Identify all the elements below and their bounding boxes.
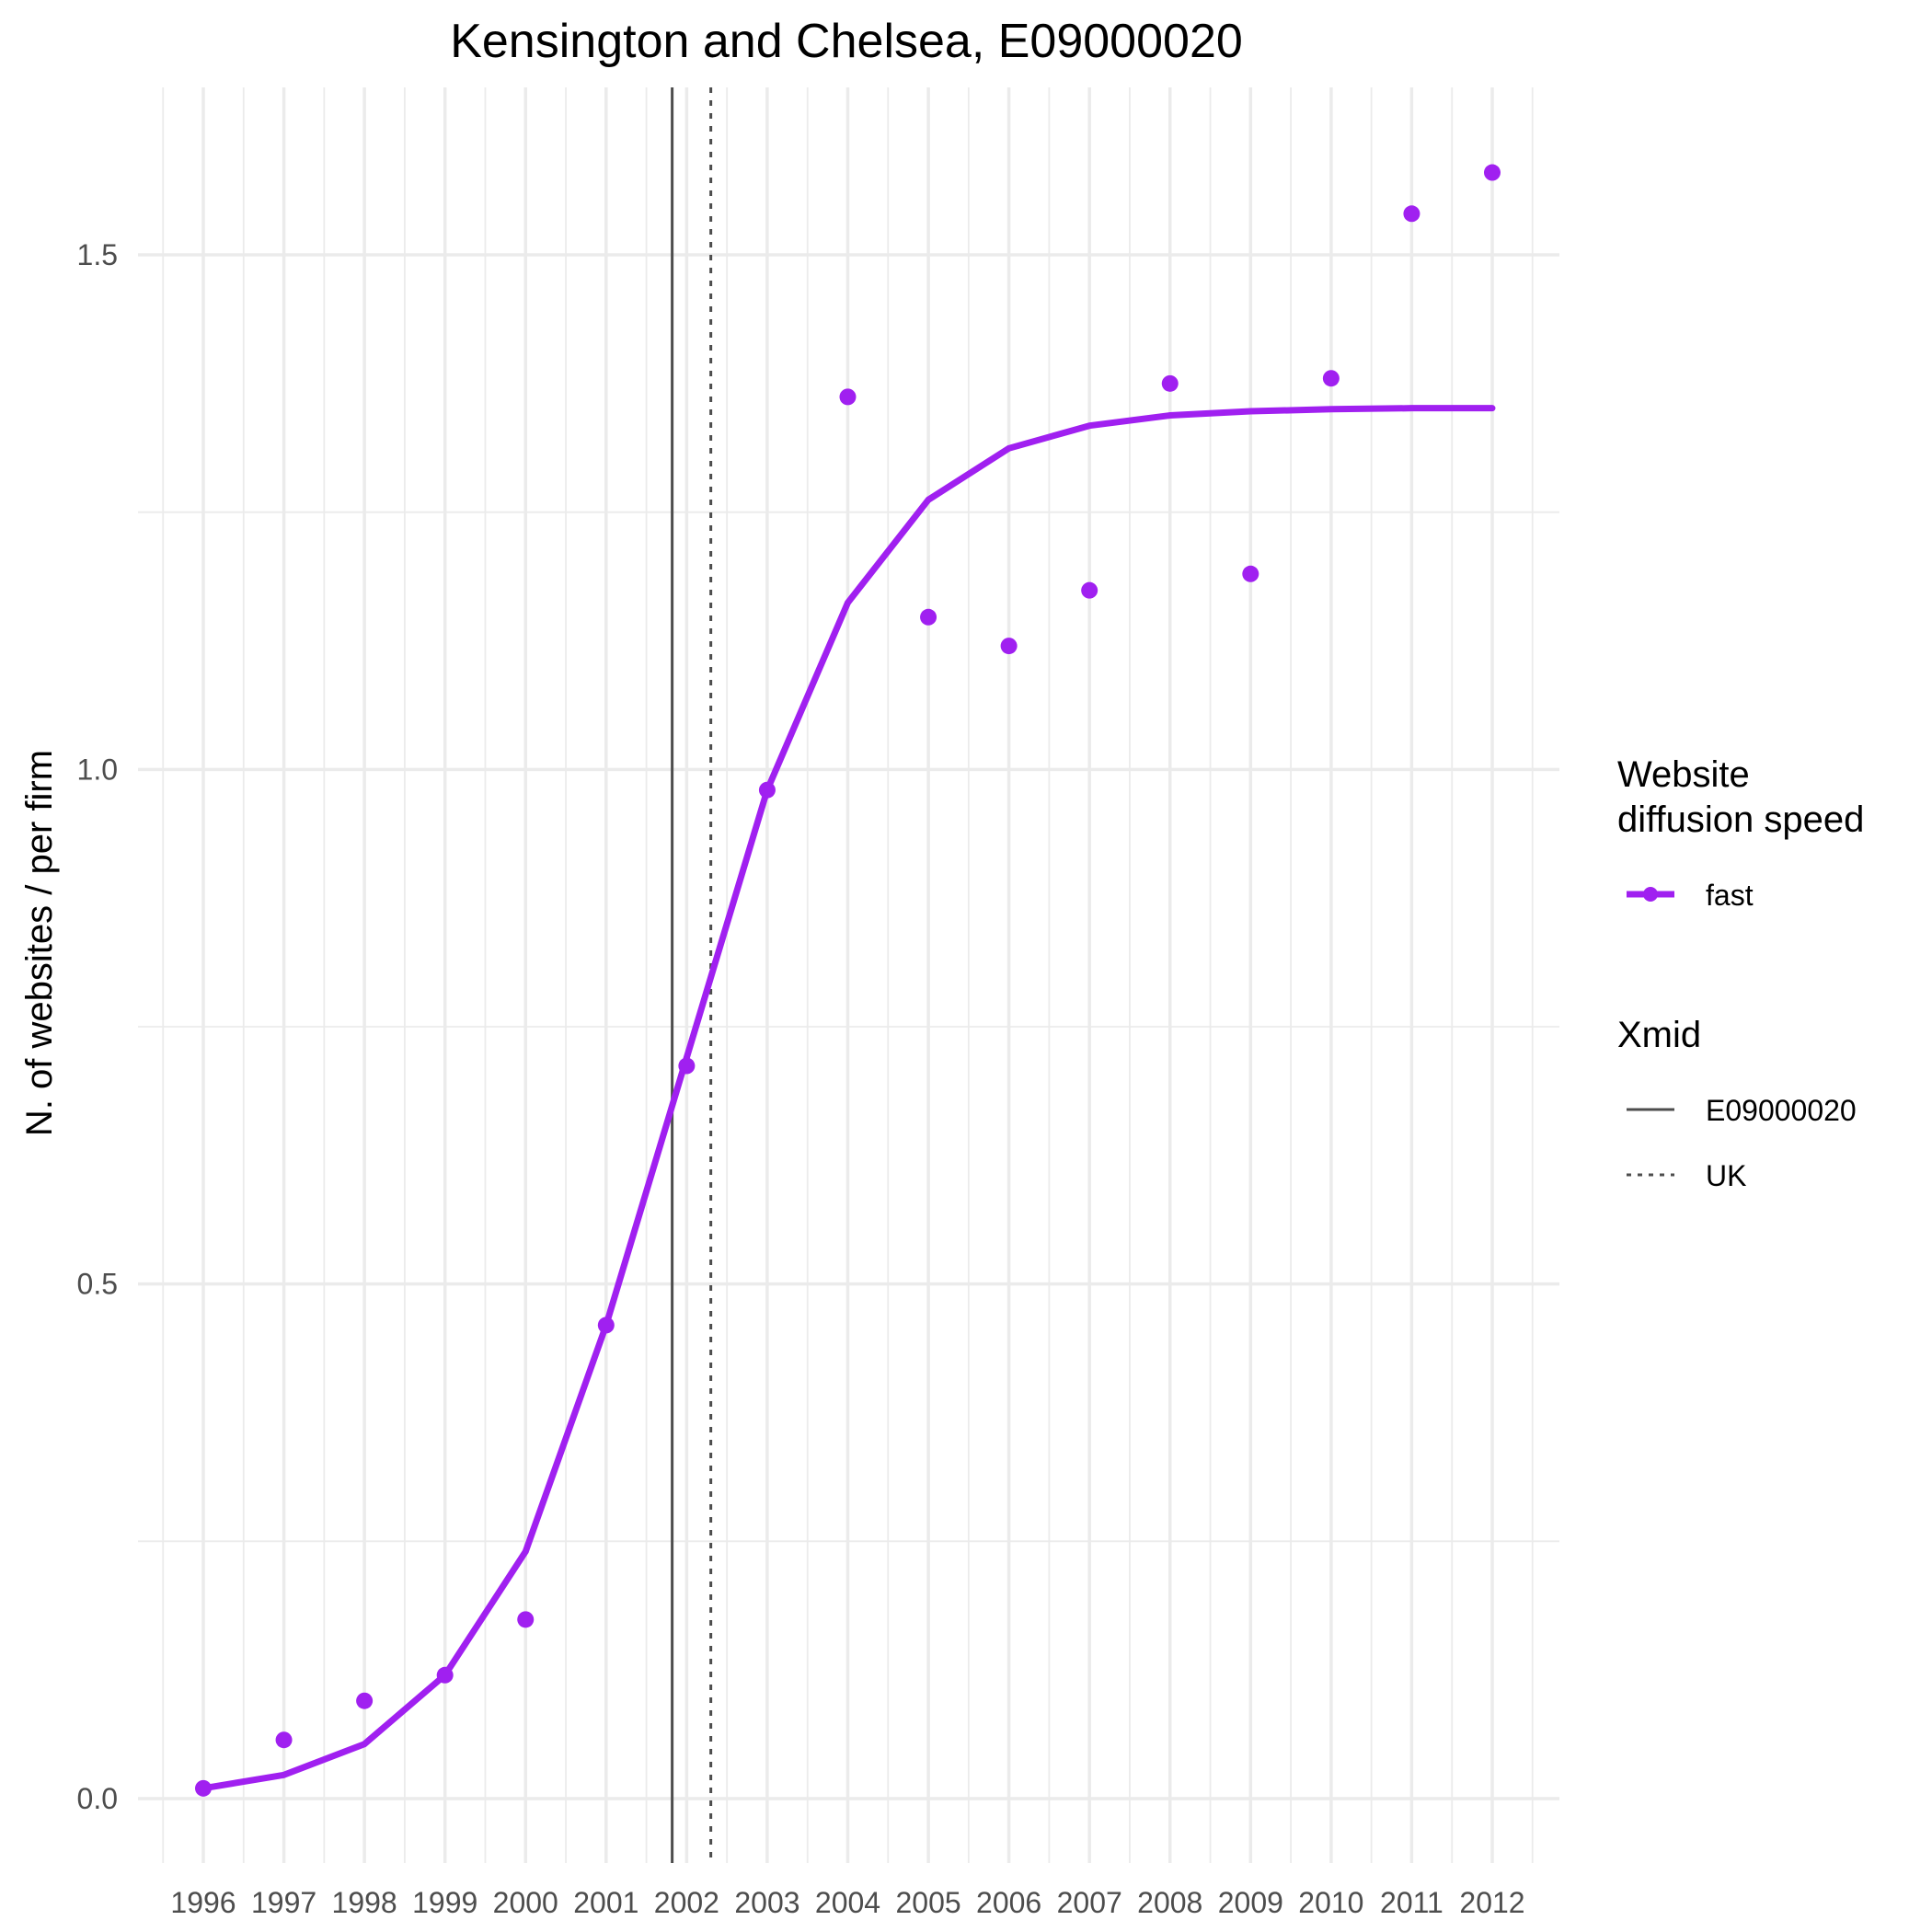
legend-title-line-1: Website bbox=[1617, 754, 1750, 795]
data-point-fast-1999 bbox=[436, 1666, 454, 1684]
legend-label-uk: UK bbox=[1706, 1159, 1746, 1192]
legend-group-diffusion: Website diffusion speed fast bbox=[1617, 754, 1864, 912]
data-point-fast-1996 bbox=[195, 1779, 212, 1797]
y-axis-title: N. of websites / per firm bbox=[19, 750, 60, 1136]
data-point-fast-1998 bbox=[356, 1692, 374, 1709]
legend: Website diffusion speed fast Xmid E09000… bbox=[1617, 754, 1864, 1192]
x-tick-label-1997: 1997 bbox=[251, 1886, 316, 1919]
x-tick-label-2008: 2008 bbox=[1137, 1886, 1202, 1919]
data-point-fast-2004 bbox=[839, 388, 857, 406]
y-tick-label-1.0: 1.0 bbox=[77, 753, 118, 786]
data-point-fast-1997 bbox=[275, 1731, 293, 1749]
series-line-fast bbox=[200, 405, 1496, 1792]
series bbox=[195, 164, 1501, 1797]
data-point-fast-2008 bbox=[1161, 374, 1179, 392]
x-tick-label-2012: 2012 bbox=[1459, 1886, 1524, 1919]
x-tick-label-2003: 2003 bbox=[734, 1886, 799, 1919]
x-tick-label-2000: 2000 bbox=[493, 1886, 558, 1919]
x-tick-label-2006: 2006 bbox=[976, 1886, 1041, 1919]
x-tick-label-1999: 1999 bbox=[412, 1886, 477, 1919]
x-tick-label-2004: 2004 bbox=[815, 1886, 880, 1919]
data-point-fast-2011 bbox=[1403, 205, 1420, 223]
legend-title-xmid: Xmid bbox=[1617, 1015, 1701, 1055]
legend-label-e09000020: E09000020 bbox=[1706, 1094, 1857, 1127]
legend-key-fast-point bbox=[1643, 887, 1658, 902]
data-point-fast-2000 bbox=[517, 1611, 535, 1628]
x-tick-label-2010: 2010 bbox=[1298, 1886, 1363, 1919]
data-point-fast-2006 bbox=[1000, 638, 1018, 655]
x-tick-label-1998: 1998 bbox=[332, 1886, 397, 1919]
x-tick-label-2001: 2001 bbox=[573, 1886, 638, 1919]
data-point-fast-2010 bbox=[1322, 370, 1340, 387]
y-tick-label-1.5: 1.5 bbox=[77, 238, 118, 271]
data-point-fast-2012 bbox=[1484, 164, 1501, 181]
data-point-fast-2001 bbox=[597, 1317, 615, 1334]
y-tick-label-0.5: 0.5 bbox=[77, 1268, 118, 1301]
x-tick-label-2009: 2009 bbox=[1218, 1886, 1283, 1919]
reference-lines bbox=[671, 87, 713, 1863]
x-tick-label-2007: 2007 bbox=[1057, 1886, 1122, 1919]
x-tick-label-1996: 1996 bbox=[170, 1886, 236, 1919]
data-point-fast-2007 bbox=[1081, 581, 1098, 599]
legend-group-xmid: Xmid E09000020 UK bbox=[1617, 1015, 1857, 1192]
x-tick-label-2002: 2002 bbox=[654, 1886, 719, 1919]
data-point-fast-2009 bbox=[1242, 565, 1259, 582]
x-tick-label-2011: 2011 bbox=[1380, 1886, 1443, 1919]
legend-label-fast: fast bbox=[1706, 879, 1754, 912]
x-tick-label-2005: 2005 bbox=[895, 1886, 960, 1919]
grid bbox=[138, 87, 1559, 1863]
data-point-fast-2005 bbox=[920, 608, 937, 626]
data-point-fast-2003 bbox=[758, 781, 776, 799]
chart-title: Kensington and Chelsea, E09000020 bbox=[450, 15, 1243, 68]
legend-title-line-2: diffusion speed bbox=[1617, 799, 1864, 840]
data-point-fast-2002 bbox=[678, 1057, 696, 1075]
axes: 1996 1997 1998 1999 2000 2001 2002 2003 2004 2005… bbox=[77, 238, 1525, 1919]
y-tick-label-0.0: 0.0 bbox=[77, 1782, 118, 1815]
